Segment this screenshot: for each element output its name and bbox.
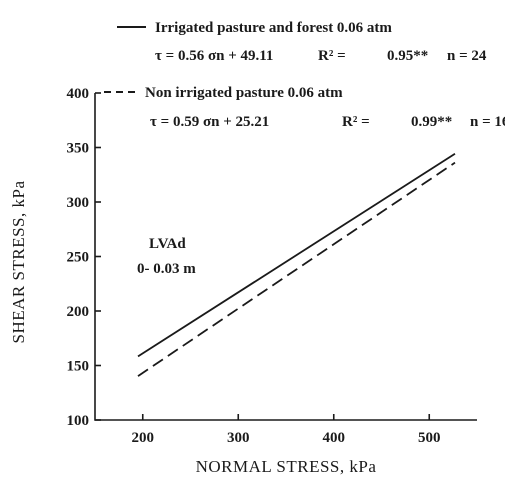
annotation-site: LVAd — [149, 236, 186, 252]
x-tick-label: 300 — [227, 430, 250, 446]
x-tick-label: 200 — [132, 430, 155, 446]
y-tick-label: 150 — [67, 359, 90, 375]
y-tick-label: 350 — [67, 141, 90, 157]
r2-label-non-irrigated: R² = — [342, 114, 370, 130]
y-tick-label: 250 — [67, 250, 90, 266]
y-axis-title: SHEAR STRESS, kPa — [9, 181, 28, 344]
y-tick-label: 100 — [67, 413, 90, 429]
x-axis-ticks: 200 300 400 500 — [132, 414, 441, 446]
legend-label-non-irrigated: Non irrigated pasture 0.06 atm — [145, 85, 343, 101]
annotation-depth: 0- 0.03 m — [137, 261, 196, 277]
series-layer — [137, 153, 456, 377]
y-tick-label: 200 — [67, 304, 90, 320]
r2-label-irrigated: R² = — [318, 48, 346, 64]
equation-irrigated: τ = 0.56 σn + 49.11 R² = 0.95** n = 24 — [155, 48, 487, 64]
y-axis-ticks: 100 150 200 250 300 350 400 — [67, 86, 101, 429]
legend-item-non-irrigated: Non irrigated pasture 0.06 atm — [104, 85, 343, 101]
plot-axes — [94, 93, 477, 421]
equation-text-irrigated: τ = 0.56 σn + 49.11 — [155, 48, 273, 64]
n-value-non-irrigated: n = 16 — [470, 114, 505, 130]
legend-label-irrigated: Irrigated pasture and forest 0.06 atm — [155, 20, 392, 36]
equation-non-irrigated: τ = 0.59 σn + 25.21 R² = 0.99** n = 16 — [150, 114, 505, 130]
series-line-irrigated — [137, 153, 456, 358]
x-tick-label: 400 — [323, 430, 346, 446]
x-axis-title: NORMAL STRESS, kPa — [196, 457, 377, 476]
r2-value-non-irrigated: 0.99** — [411, 114, 452, 130]
series-line-non-irrigated — [137, 161, 456, 377]
y-tick-label: 400 — [67, 86, 90, 102]
x-tick-label: 500 — [418, 430, 441, 446]
n-value-irrigated: n = 24 — [447, 48, 487, 64]
r2-value-irrigated: 0.95** — [387, 48, 428, 64]
equation-text-non-irrigated: τ = 0.59 σn + 25.21 — [150, 114, 269, 130]
y-tick-label: 300 — [67, 195, 90, 211]
legend-item-irrigated: Irrigated pasture and forest 0.06 atm — [117, 20, 392, 36]
